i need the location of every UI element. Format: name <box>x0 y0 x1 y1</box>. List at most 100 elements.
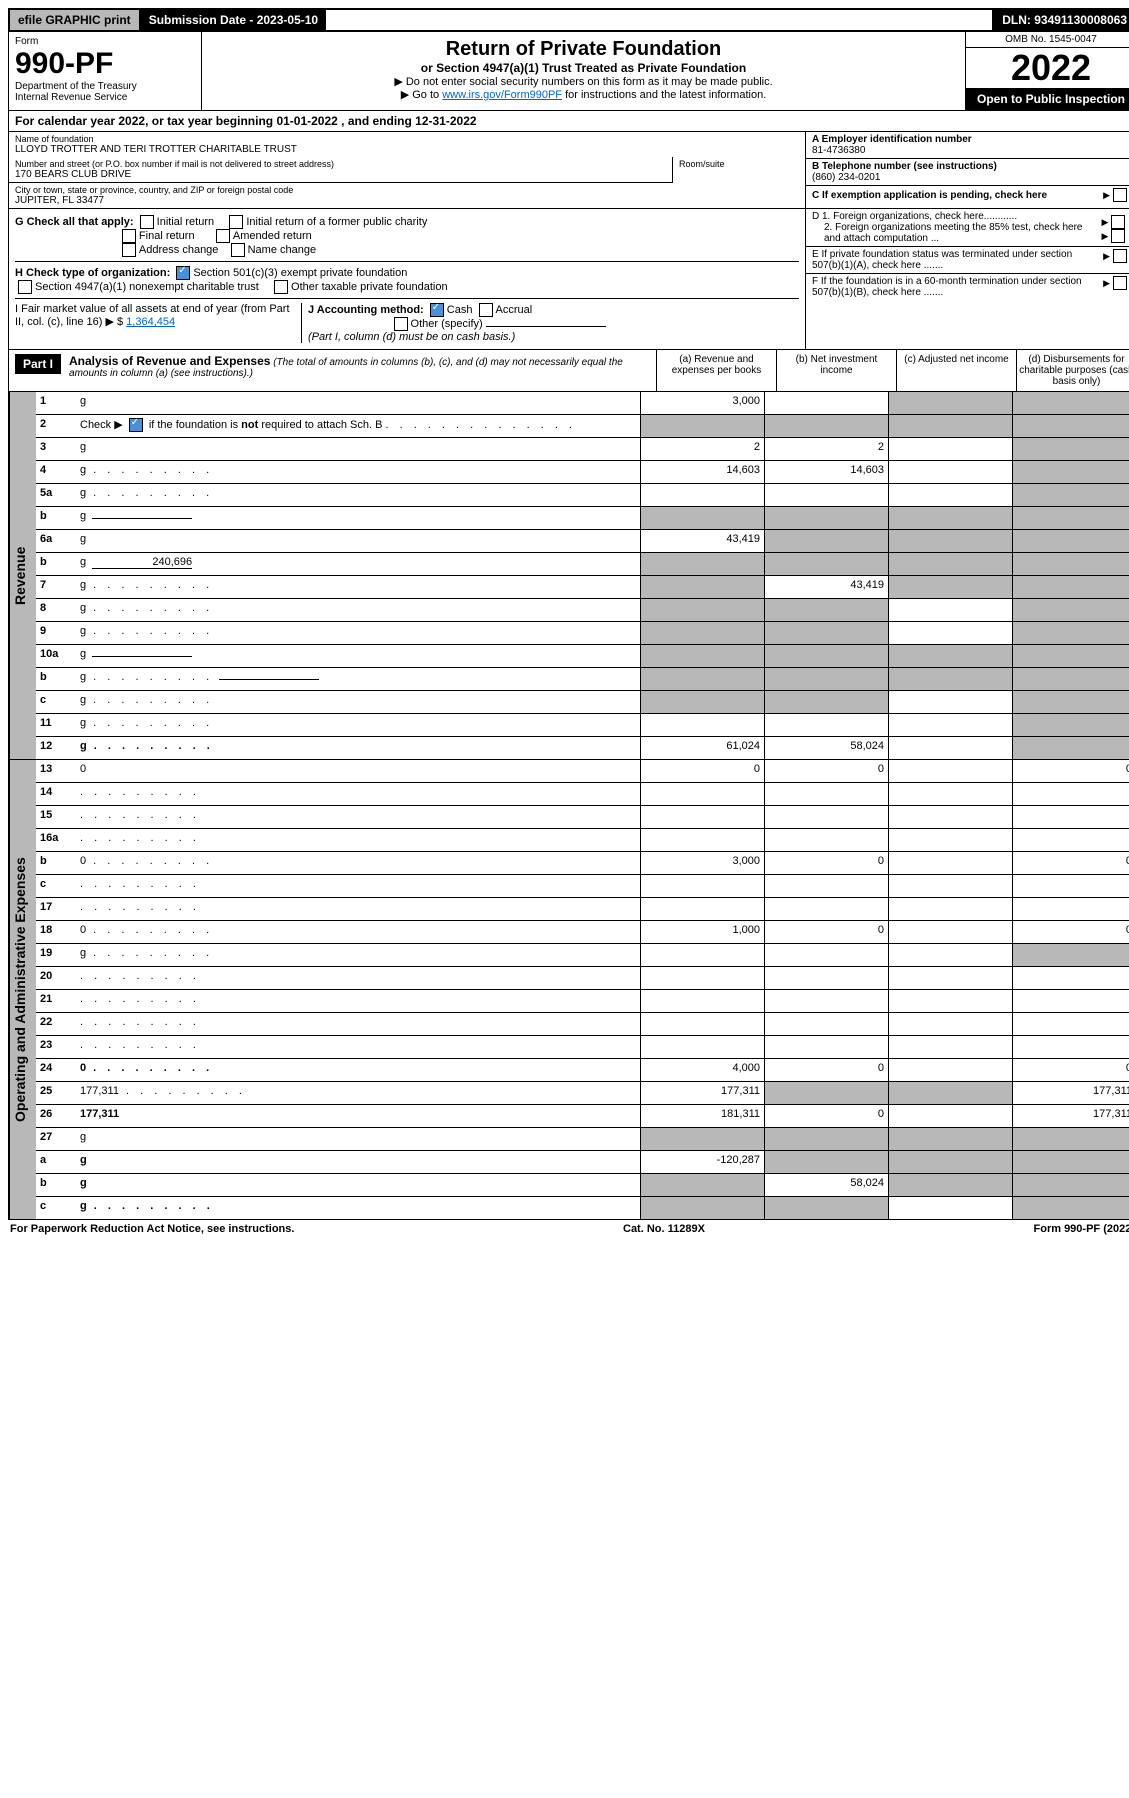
inline-value[interactable] <box>92 656 192 657</box>
j-cash-checkbox[interactable] <box>430 303 444 317</box>
d2-checkbox[interactable] <box>1111 229 1125 243</box>
line-number: c <box>36 691 78 713</box>
part1-header-row: Part I Analysis of Revenue and Expenses … <box>8 350 1129 392</box>
line-number: b <box>36 1174 78 1196</box>
line-number: 22 <box>36 1013 78 1035</box>
value-cell-a <box>640 1036 764 1058</box>
dots: . . . . . . . . . <box>86 1062 213 1074</box>
address-label: Number and street (or P.O. box number if… <box>15 159 666 169</box>
inline-value[interactable] <box>92 518 192 519</box>
j-accrual-label: Accrual <box>496 304 533 316</box>
value-cell-d <box>1012 898 1129 920</box>
efile-print-label[interactable]: efile GRAPHIC print <box>10 10 141 30</box>
value-cell-d <box>1012 783 1129 805</box>
initial-return-checkbox[interactable] <box>140 215 154 229</box>
e-checkbox[interactable] <box>1113 249 1127 263</box>
form-number: 990-PF <box>15 47 195 81</box>
value-cell-c <box>888 1105 1012 1127</box>
value-cell-c <box>888 392 1012 414</box>
schb-checkbox[interactable] <box>129 418 143 432</box>
irs-label: Internal Revenue Service <box>15 92 195 103</box>
value-cell-d <box>1012 990 1129 1012</box>
value-cell-d <box>1012 622 1129 644</box>
line-description: g <box>78 507 640 529</box>
value-cell-a <box>640 645 764 667</box>
h-4947-checkbox[interactable] <box>18 280 32 294</box>
value-cell-b <box>764 990 888 1012</box>
line-description: g . . . . . . . . . <box>78 599 640 621</box>
h-501c3-checkbox[interactable] <box>176 266 190 280</box>
line-description: g . . . . . . . . . <box>78 944 640 966</box>
dots: . . . . . . . . . <box>86 602 213 614</box>
d1-checkbox[interactable] <box>1111 215 1125 229</box>
line-description: 177,311 . . . . . . . . . <box>78 1082 640 1104</box>
value-cell-b: 2 <box>764 438 888 460</box>
value-cell-a <box>640 829 764 851</box>
table-row: 9g . . . . . . . . . <box>36 622 1129 645</box>
line-number: 21 <box>36 990 78 1012</box>
initial-former-checkbox[interactable] <box>229 215 243 229</box>
line-description: . . . . . . . . . <box>78 967 640 989</box>
value-cell-c <box>888 622 1012 644</box>
check-section: G Check all that apply: Initial return I… <box>8 209 1129 350</box>
name-change-checkbox[interactable] <box>231 243 245 257</box>
j-other-checkbox[interactable] <box>394 317 408 331</box>
amended-return-checkbox[interactable] <box>216 229 230 243</box>
value-cell-d: 177,311 <box>1012 1082 1129 1104</box>
value-cell-c <box>888 668 1012 690</box>
inline-value[interactable]: 240,696 <box>92 556 192 569</box>
form-title: Return of Private Foundation <box>208 38 959 61</box>
dots: . . . . . . . . . <box>80 1016 200 1028</box>
c-checkbox[interactable] <box>1113 188 1127 202</box>
value-cell-a: 2 <box>640 438 764 460</box>
value-cell-d: 0 <box>1012 921 1129 943</box>
value-cell-d <box>1012 737 1129 759</box>
value-cell-c <box>888 438 1012 460</box>
f-checkbox[interactable] <box>1113 276 1127 290</box>
d2-label: 2. Foreign organizations meeting the 85%… <box>812 222 1100 244</box>
value-cell-c <box>888 1082 1012 1104</box>
tax-year: 2022 <box>966 48 1129 88</box>
value-cell-a <box>640 1013 764 1035</box>
line-number: 1 <box>36 392 78 414</box>
value-cell-c <box>888 461 1012 483</box>
line-number: 13 <box>36 760 78 782</box>
j-accrual-checkbox[interactable] <box>479 303 493 317</box>
value-cell-b: 0 <box>764 921 888 943</box>
value-cell-a: 0 <box>640 760 764 782</box>
note-pre: ▶ Go to <box>401 89 442 101</box>
value-cell-d <box>1012 1174 1129 1196</box>
line-number: b <box>36 507 78 529</box>
line-description: g . . . . . . . . . <box>78 668 640 690</box>
value-cell-c <box>888 1036 1012 1058</box>
value-cell-c <box>888 737 1012 759</box>
irs-link[interactable]: www.irs.gov/Form990PF <box>442 89 562 101</box>
address-change-checkbox[interactable] <box>122 243 136 257</box>
final-return-checkbox[interactable] <box>122 229 136 243</box>
h-other-checkbox[interactable] <box>274 280 288 294</box>
value-cell-b <box>764 783 888 805</box>
j-note: (Part I, column (d) must be on cash basi… <box>308 331 515 343</box>
value-cell-a <box>640 1174 764 1196</box>
table-row: 12g . . . . . . . . .61,02458,024 <box>36 737 1129 759</box>
year-box: OMB No. 1545-0047 2022 Open to Public In… <box>965 32 1129 110</box>
line-number: b <box>36 553 78 575</box>
pointer-icon <box>1103 251 1110 262</box>
table-row: 27g <box>36 1128 1129 1151</box>
j-other-input[interactable] <box>486 326 606 327</box>
line-number: 23 <box>36 1036 78 1058</box>
line-description: g . . . . . . . . . <box>78 622 640 644</box>
inline-value[interactable] <box>219 679 319 680</box>
table-row: 5ag . . . . . . . . . <box>36 484 1129 507</box>
line-number: 14 <box>36 783 78 805</box>
table-row: bg <box>36 507 1129 530</box>
value-cell-b <box>764 1036 888 1058</box>
dots: . . . . . . . . . <box>80 993 200 1005</box>
dots: . . . . . . . . . <box>87 740 214 752</box>
value-cell-b <box>764 530 888 552</box>
table-row: 10ag <box>36 645 1129 668</box>
i-fmv-value[interactable]: 1,364,454 <box>126 316 175 328</box>
table-row: 7g . . . . . . . . .43,419 <box>36 576 1129 599</box>
dots: . . . . . . . . . <box>86 487 213 499</box>
value-cell-b <box>764 829 888 851</box>
